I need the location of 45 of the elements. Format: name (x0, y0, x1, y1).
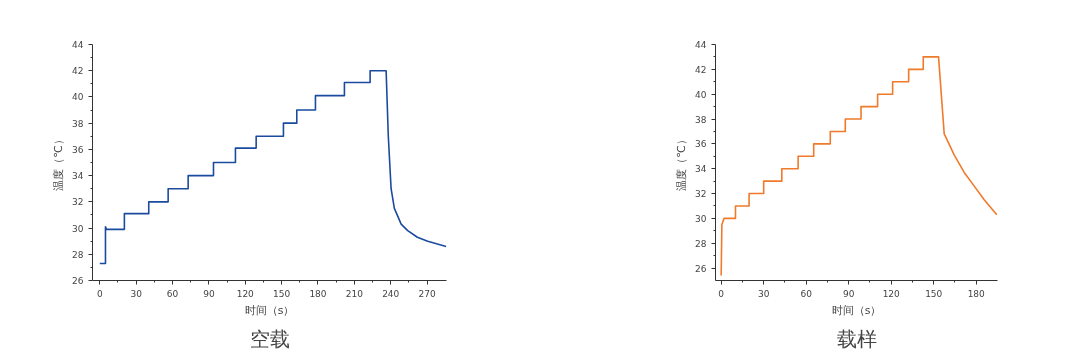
y-tick-label: 38 (695, 114, 707, 125)
x-tick-label: 120 (882, 288, 901, 299)
x-tick-label: 90 (842, 288, 855, 299)
y-tick-label: 28 (695, 238, 707, 249)
x-tick-label: 60 (166, 288, 179, 299)
y-tick-label: 32 (72, 197, 84, 208)
x-tick-label: 30 (757, 288, 770, 299)
line-series (720, 56, 998, 277)
x-axis-title: 时间（s） (244, 303, 295, 317)
y-tick-label: 42 (695, 64, 707, 75)
y-tick-label: 26 (695, 263, 707, 274)
x-tick-label: 30 (130, 288, 143, 299)
x-tick-label: 0 (718, 288, 725, 299)
y-tick-label: 32 (695, 189, 707, 200)
x-tick-label: 0 (96, 288, 103, 299)
y-tick-label: 40 (72, 92, 84, 103)
y-tick-label: 36 (72, 144, 84, 155)
y-tick-label: 44 (695, 40, 707, 50)
text: 空载 (249, 326, 290, 351)
y-tick-label: 42 (72, 66, 84, 77)
y-tick-label: 34 (695, 164, 707, 175)
y-axis-title: 温度（℃） (675, 134, 689, 191)
x-tick-label: 240 (382, 288, 400, 299)
x-tick-label: 150 (925, 288, 943, 299)
y-tick-label: 44 (72, 40, 84, 50)
x-tick-label: 180 (309, 288, 327, 299)
line-series (98, 69, 447, 265)
x-tick-label: 90 (203, 288, 215, 299)
x-tick-label: 180 (967, 288, 986, 299)
y-tick-label: 40 (695, 89, 707, 100)
y-tick-label: 26 (72, 276, 84, 286)
y-axis-title: 温度（℃） (52, 134, 66, 191)
text: 载样 (836, 326, 877, 351)
x-tick-label: 270 (418, 288, 436, 299)
x-axis-title: 时间（s） (831, 303, 882, 317)
y-tick-label: 28 (72, 249, 84, 260)
x-tick-label: 150 (273, 288, 291, 299)
y-tick-label: 34 (72, 171, 84, 182)
y-tick-label: 30 (72, 223, 84, 234)
y-tick-label: 36 (695, 139, 707, 150)
x-tick-label: 210 (345, 288, 364, 299)
y-tick-label: 30 (695, 213, 707, 224)
y-tick-label: 38 (72, 118, 84, 129)
x-tick-label: 60 (800, 288, 813, 299)
x-tick-label: 120 (236, 288, 255, 299)
